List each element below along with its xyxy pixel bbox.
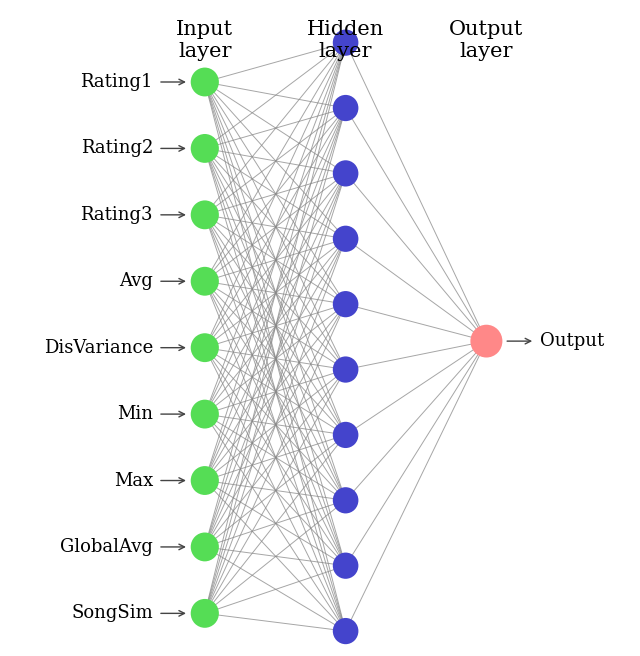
- Text: Hidden
layer: Hidden layer: [307, 20, 384, 61]
- Circle shape: [333, 552, 358, 579]
- Circle shape: [191, 200, 219, 230]
- Circle shape: [333, 422, 358, 448]
- Text: Rating2: Rating2: [81, 140, 153, 157]
- Circle shape: [333, 160, 358, 186]
- Circle shape: [191, 533, 219, 562]
- Text: Output: Output: [540, 332, 604, 350]
- Text: SongSim: SongSim: [71, 604, 153, 623]
- Circle shape: [191, 333, 219, 362]
- Text: Rating1: Rating1: [81, 73, 153, 91]
- Circle shape: [191, 134, 219, 163]
- Circle shape: [333, 487, 358, 514]
- Text: Rating3: Rating3: [81, 206, 153, 224]
- Text: DisVariance: DisVariance: [44, 338, 153, 357]
- Circle shape: [333, 226, 358, 252]
- Circle shape: [191, 466, 219, 495]
- Circle shape: [191, 68, 219, 96]
- Circle shape: [333, 30, 358, 56]
- Circle shape: [333, 291, 358, 318]
- Circle shape: [333, 356, 358, 382]
- Text: GlobalAvg: GlobalAvg: [60, 538, 153, 556]
- Circle shape: [191, 267, 219, 296]
- Text: Min: Min: [117, 405, 153, 423]
- Circle shape: [191, 599, 219, 628]
- Circle shape: [191, 400, 219, 428]
- Circle shape: [333, 95, 358, 121]
- Text: Input
layer: Input layer: [176, 20, 234, 61]
- Circle shape: [470, 325, 502, 358]
- Circle shape: [333, 618, 358, 644]
- Text: Avg: Avg: [119, 272, 153, 290]
- Text: Max: Max: [114, 472, 153, 489]
- Text: Output
layer: Output layer: [449, 20, 524, 61]
